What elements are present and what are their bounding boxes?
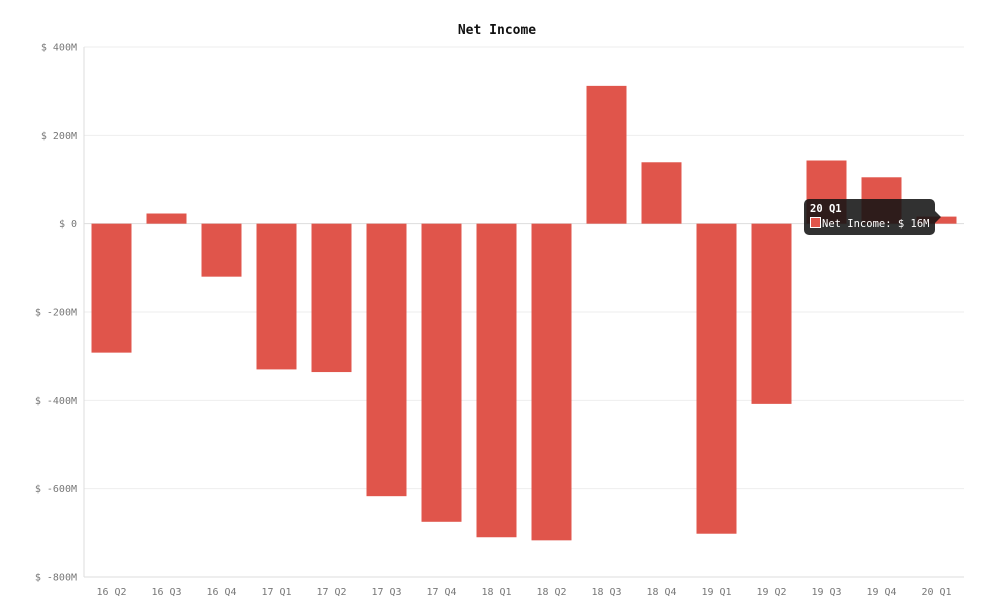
x-tick-label: 17 Q2	[316, 587, 346, 598]
bar-16-Q3[interactable]	[146, 213, 187, 224]
x-tick-label: 19 Q4	[866, 587, 896, 598]
x-tick-label: 18 Q3	[591, 587, 621, 598]
bar-17-Q3[interactable]	[366, 223, 407, 497]
x-tick-label: 18 Q4	[646, 587, 676, 598]
bar-16-Q2[interactable]	[91, 223, 132, 353]
x-tick-label: 19 Q3	[811, 587, 841, 598]
y-tick-label: $ -200M	[35, 308, 77, 319]
bar-19-Q1[interactable]	[696, 223, 737, 534]
tooltip-title: 20 Q1	[810, 203, 842, 215]
series-swatch-icon	[810, 217, 821, 228]
tooltip-value: Net Income: $ 16M	[822, 218, 930, 230]
bar-17-Q4[interactable]	[421, 223, 462, 522]
y-tick-label: $ -400M	[35, 396, 77, 407]
y-tick-label: $ 400M	[41, 43, 77, 54]
x-tick-label: 20 Q1	[921, 587, 951, 598]
tooltip: 20 Q1 Net Income: $ 16M	[804, 199, 942, 235]
x-tick-label: 16 Q2	[96, 587, 126, 598]
bar-19-Q2[interactable]	[751, 223, 792, 404]
y-tick-label: $ -800M	[35, 573, 77, 584]
bar-18-Q1[interactable]	[476, 223, 517, 538]
bar-18-Q2[interactable]	[531, 223, 572, 541]
bar-17-Q1[interactable]	[256, 223, 297, 370]
bar-17-Q2[interactable]	[311, 223, 352, 373]
x-tick-label: 17 Q1	[261, 587, 291, 598]
x-tick-label: 17 Q3	[371, 587, 401, 598]
x-tick-label: 16 Q3	[151, 587, 181, 598]
y-tick-label: $ -600M	[35, 484, 77, 495]
x-tick-label: 19 Q2	[756, 587, 786, 598]
chart-title: Net Income	[458, 23, 536, 38]
x-tick-label: 17 Q4	[426, 587, 456, 598]
x-tick-label: 16 Q4	[206, 587, 236, 598]
bar-18-Q4[interactable]	[641, 162, 682, 224]
x-tick-label: 19 Q1	[701, 587, 731, 598]
y-tick-label: $ 200M	[41, 131, 77, 142]
x-tick-label: 18 Q1	[481, 587, 511, 598]
x-tick-label: 18 Q2	[536, 587, 566, 598]
bar-16-Q4[interactable]	[201, 223, 242, 277]
y-tick-label: $ 0	[59, 219, 77, 230]
bar-18-Q3[interactable]	[586, 85, 627, 224]
